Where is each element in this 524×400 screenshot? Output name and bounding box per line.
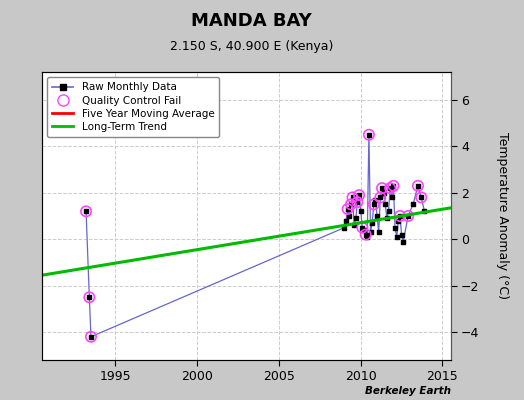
Point	[348, 194, 357, 201]
Point	[362, 231, 370, 238]
Point	[347, 201, 355, 208]
Point	[404, 213, 412, 219]
Point	[389, 183, 398, 189]
Point	[368, 220, 376, 226]
Point	[414, 183, 422, 189]
Point	[355, 192, 363, 198]
Point	[360, 227, 368, 233]
Text: MANDA BAY: MANDA BAY	[191, 12, 312, 30]
Point	[378, 185, 386, 191]
Y-axis label: Temperature Anomaly (°C): Temperature Anomaly (°C)	[496, 132, 509, 300]
Point	[404, 213, 412, 219]
Point	[396, 213, 404, 219]
Point	[376, 194, 385, 201]
Point	[417, 194, 425, 201]
Point	[87, 334, 95, 340]
Text: 2.150 S, 40.900 E (Kenya): 2.150 S, 40.900 E (Kenya)	[170, 40, 333, 53]
Legend: Raw Monthly Data, Quality Control Fail, Five Year Moving Average, Long-Term Tren: Raw Monthly Data, Quality Control Fail, …	[47, 77, 220, 137]
Point	[343, 206, 352, 212]
Point	[381, 201, 389, 208]
Point	[340, 224, 348, 231]
Point	[373, 213, 381, 219]
Point	[394, 218, 402, 224]
Point	[386, 185, 395, 191]
Point	[348, 194, 357, 201]
Point	[369, 201, 378, 208]
Point	[358, 224, 367, 231]
Point	[366, 229, 375, 236]
Point	[371, 196, 379, 203]
Point	[376, 194, 385, 201]
Point	[365, 132, 373, 138]
Point	[347, 201, 355, 208]
Point	[389, 183, 398, 189]
Point	[379, 190, 388, 196]
Point	[352, 215, 360, 222]
Point	[378, 185, 386, 191]
Point	[350, 222, 358, 228]
Point	[85, 294, 93, 300]
Point	[343, 206, 352, 212]
Point	[420, 208, 429, 214]
Point	[399, 238, 408, 245]
Point	[342, 218, 350, 224]
Point	[358, 224, 367, 231]
Point	[85, 294, 93, 300]
Point	[397, 231, 406, 238]
Point	[363, 234, 372, 240]
Point	[396, 213, 404, 219]
Point	[365, 132, 373, 138]
Point	[375, 229, 383, 236]
Point	[369, 201, 378, 208]
Point	[356, 208, 365, 214]
Point	[82, 208, 90, 214]
Point	[383, 215, 391, 222]
Point	[391, 224, 399, 231]
Point	[355, 192, 363, 198]
Point	[87, 334, 95, 340]
Point	[388, 194, 396, 201]
Point	[409, 201, 417, 208]
Text: Berkeley Earth: Berkeley Earth	[365, 386, 451, 396]
Point	[386, 185, 395, 191]
Point	[417, 194, 425, 201]
Point	[362, 231, 370, 238]
Point	[353, 199, 362, 205]
Point	[345, 213, 354, 219]
Point	[353, 199, 362, 205]
Point	[392, 234, 401, 240]
Point	[82, 208, 90, 214]
Point	[384, 208, 392, 214]
Point	[414, 183, 422, 189]
